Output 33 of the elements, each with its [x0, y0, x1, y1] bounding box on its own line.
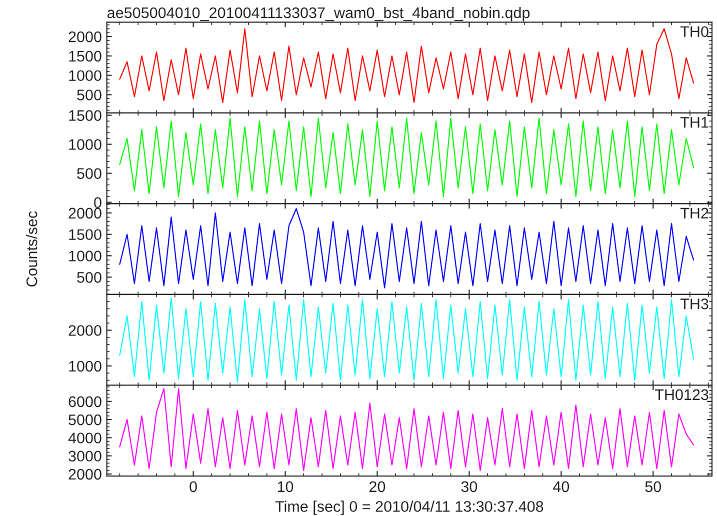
- y-tick-label: 1500: [69, 50, 102, 62]
- y-tick-label: 1000: [69, 360, 102, 372]
- y-tick-label: 1000: [69, 250, 102, 262]
- annotation: TH1: [680, 117, 708, 128]
- y-tick-label: 1500: [69, 229, 102, 240]
- y-tick-label: 1000: [69, 70, 102, 82]
- annotation: TH0: [680, 26, 708, 38]
- y-tick-label: 500: [77, 90, 102, 100]
- y-tick-label: 500: [77, 168, 102, 179]
- y-tick-label: 0: [94, 197, 102, 208]
- x-axis-title: Time [sec] 0 = 2010/04/11 13:30:37.408: [275, 500, 544, 515]
- x-tick-label: 30: [461, 481, 478, 492]
- x-tick-label: 10: [278, 481, 294, 492]
- chart-title: ae505004010_20100411133037_wam0_bst_4band_nobin.qdp: [107, 6, 530, 22]
- annotation: TH3: [680, 298, 708, 310]
- y-tick-label: 2000: [68, 468, 102, 480]
- y-axis-title: Counts/sec: [26, 211, 38, 287]
- x-tick-label: 40: [553, 481, 570, 492]
- x-tick-label: 20: [369, 481, 386, 492]
- y-tick-label: 1000: [69, 139, 102, 150]
- y-tick-label: 3000: [68, 450, 102, 462]
- y-tick-label: 500: [77, 272, 102, 283]
- y-tick-label: 2000: [68, 325, 102, 336]
- y-tick-label: 5000: [68, 414, 102, 426]
- y-tick-label: 1500: [69, 110, 102, 121]
- y-tick-label: 2000: [68, 208, 102, 219]
- annotation: TH2: [680, 208, 708, 218]
- y-tick-label: 4000: [68, 432, 102, 444]
- annotation: TH0123: [654, 389, 708, 400]
- y-tick-label: 2000: [68, 31, 102, 42]
- x-tick-label: 0: [190, 481, 197, 492]
- y-tick-label: 6000: [68, 396, 102, 408]
- x-tick-label: 50: [645, 481, 662, 492]
